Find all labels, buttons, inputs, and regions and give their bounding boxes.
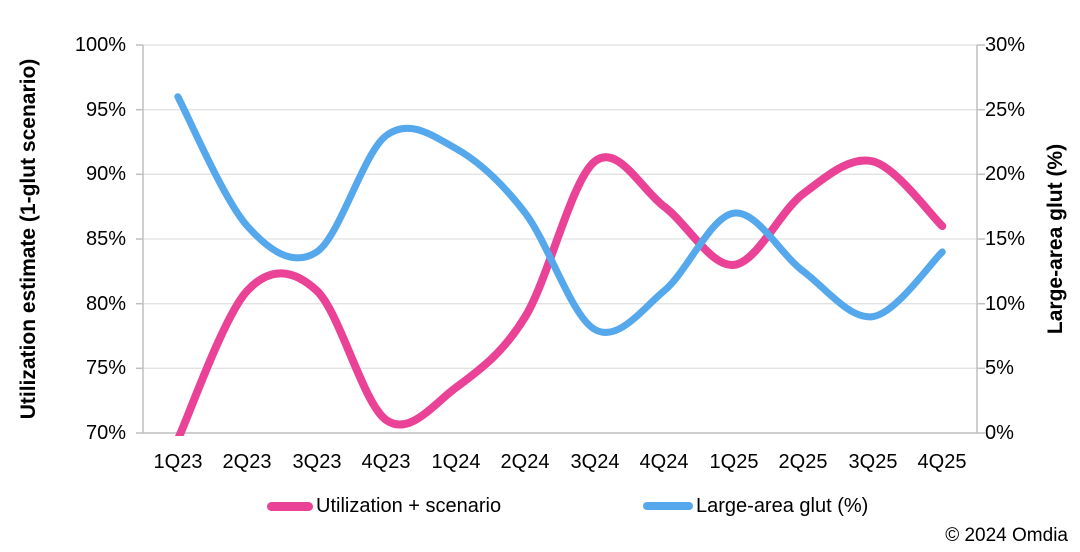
legend-label: Large-area glut (%) bbox=[696, 495, 869, 517]
x-axis-tick-label: 1Q24 bbox=[431, 451, 481, 473]
legend-item: Utilization + scenario bbox=[267, 494, 501, 518]
x-axis-tick-label: 3Q23 bbox=[292, 451, 342, 473]
right-axis-tick-label: 0% bbox=[985, 422, 1014, 444]
left-axis-tick-label: 85% bbox=[85, 228, 126, 250]
x-axis-tick-label: 1Q25 bbox=[709, 451, 759, 473]
left-axis-tick-label: 95% bbox=[85, 99, 126, 121]
x-axis-tick-label: 2Q23 bbox=[222, 451, 272, 473]
x-axis-tick-label: 4Q23 bbox=[361, 451, 411, 473]
x-axis-tick-label: 2Q25 bbox=[778, 451, 828, 473]
legend-line-swatch bbox=[643, 502, 693, 510]
left-axis-tick-label: 70% bbox=[85, 422, 126, 444]
right-axis-tick-label: 10% bbox=[985, 293, 1026, 315]
left-axis-tick-label: 80% bbox=[85, 293, 126, 315]
right-axis-tick-label: 20% bbox=[985, 163, 1026, 185]
x-axis-tick-label: 4Q24 bbox=[639, 451, 689, 473]
x-axis-tick-label: 2Q24 bbox=[500, 451, 550, 473]
legend-label: Utilization + scenario bbox=[316, 495, 502, 517]
x-axis-tick-label: 3Q24 bbox=[570, 451, 620, 473]
x-axis-tick-label: 3Q25 bbox=[848, 451, 898, 473]
series-line-left bbox=[174, 153, 947, 436]
right-axis-tick-label: 15% bbox=[985, 228, 1026, 250]
legend-item: Large-area glut (%) bbox=[643, 494, 868, 518]
right-axis-tick-label: 25% bbox=[985, 99, 1026, 121]
left-axis-tick-label: 90% bbox=[85, 163, 126, 185]
series-line-right bbox=[174, 93, 946, 336]
right-axis-tick-label: 5% bbox=[985, 357, 1014, 379]
left-axis-tick-label: 100% bbox=[74, 34, 126, 56]
left-axis-tick-label: 75% bbox=[85, 357, 126, 379]
right-axis-tick-label: 30% bbox=[985, 34, 1026, 56]
legend-line-swatch bbox=[267, 501, 313, 511]
x-axis-tick-label: 1Q23 bbox=[153, 451, 203, 473]
x-axis-tick-label: 4Q25 bbox=[917, 451, 967, 473]
copyright-note: © 2024 Omdia bbox=[945, 525, 1068, 546]
